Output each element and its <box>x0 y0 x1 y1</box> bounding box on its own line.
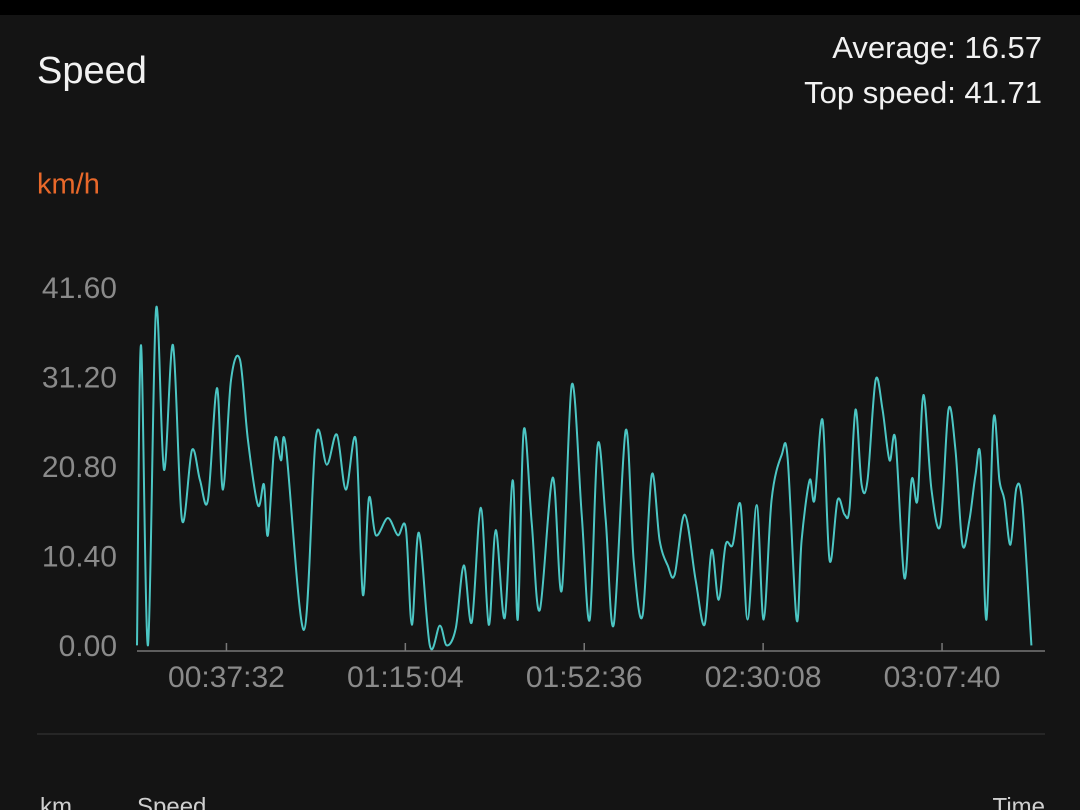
y-tick-label: 31.20 <box>42 361 117 394</box>
average: Average: 16.57 <box>832 30 1042 65</box>
y-tick-label: 10.40 <box>42 540 117 573</box>
title: Speed <box>37 50 147 92</box>
speed-line <box>136 305 1033 651</box>
y-tick-label: 0.00 <box>59 630 117 663</box>
y-axis-unit: km/h <box>37 169 100 201</box>
x-tick-label: 03:07:40 <box>884 661 1001 694</box>
footer-label: km <box>40 793 72 810</box>
x-tick-label: 02:30:08 <box>705 661 822 694</box>
x-tick-label: 00:37:32 <box>168 661 285 694</box>
footer-label: Speed <box>137 793 206 810</box>
footer-label: Time <box>993 793 1045 810</box>
top-speed: Top speed: 41.71 <box>804 75 1042 110</box>
x-tick-label: 01:52:36 <box>526 661 643 694</box>
x-tick-label: 01:15:04 <box>347 661 464 694</box>
y-tick-label: 20.80 <box>42 451 117 484</box>
y-tick-label: 41.60 <box>42 272 117 305</box>
status-bar <box>0 0 1080 15</box>
